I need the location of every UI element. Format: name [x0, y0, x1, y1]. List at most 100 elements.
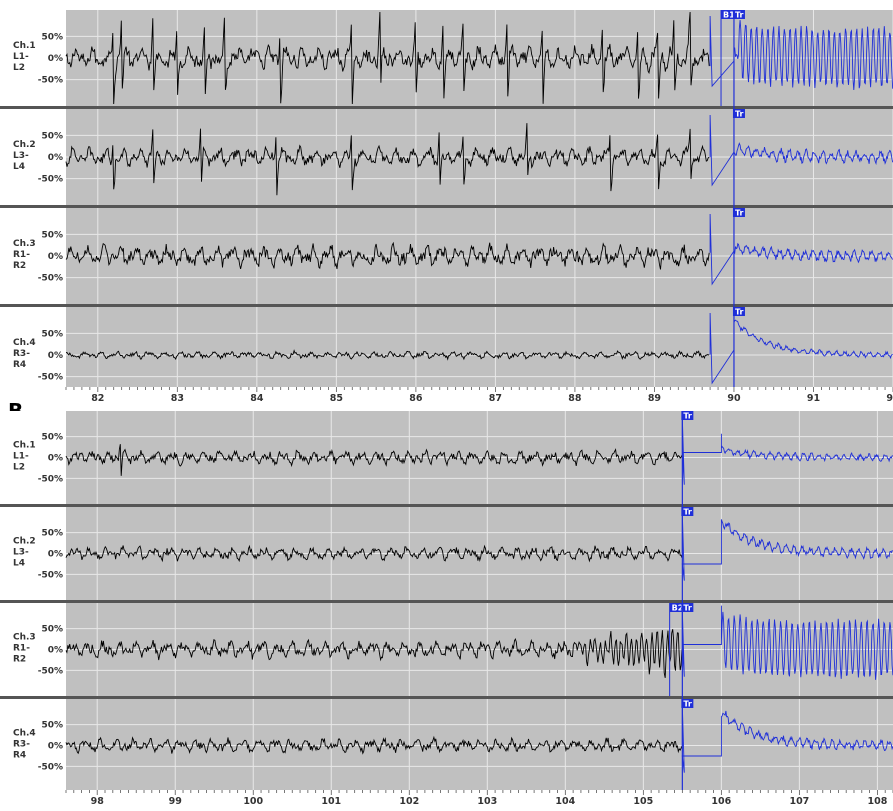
panel-b-ch2-ytick-label: -50% — [38, 570, 63, 580]
panel-a-x-tick-label: 91 — [807, 393, 820, 404]
panel-b-ch2-ytick-label: 0% — [48, 550, 63, 560]
panel-a-ch2-poststim-trace — [709, 114, 893, 187]
panel-b-ch2-ytick-label: 50% — [41, 529, 63, 539]
panel-b-ch1-poststim-trace — [681, 416, 893, 485]
panel-a-ch3-separator — [0, 205, 893, 208]
panel-b-ch4-label-line: Ch.4 — [13, 729, 36, 739]
panel-b-ch1-marker-label: Tr — [683, 412, 692, 421]
panel-a-ch2-label-line: Ch.2 — [13, 140, 36, 150]
panel-a-ch4-label-line: R3- — [13, 349, 30, 359]
panel-b-x-axis — [66, 790, 893, 807]
panel-b-x-tick-label: 98 — [91, 796, 105, 807]
panel-a-ch3-marker-label: Tr — [735, 209, 744, 218]
panel-a-ch1-label-area — [0, 10, 66, 106]
panel-a-ch1-poststim-trace — [709, 15, 893, 91]
panel-a-ch3-ytick-label: 0% — [48, 252, 63, 262]
panel-b-ch1-prestim-trace — [65, 444, 683, 476]
panel-a-x-tick-label: 85 — [330, 393, 343, 404]
panel-a-ch1-marker-label: Tr — [735, 11, 744, 20]
panel-b-x-tick-label: 100 — [243, 796, 263, 807]
panel-a-ch1-prestim-trace — [65, 11, 710, 105]
panel-a-ch1-marker-label: B1 — [723, 11, 735, 20]
panel-b-ch4-separator — [0, 696, 893, 699]
panel-b-ch1-ytick-label: -50% — [38, 474, 63, 484]
panel-a-ch2-ytick-label: 0% — [48, 153, 63, 163]
panel-a-ch4-marker-label: Tr — [735, 308, 744, 317]
panel-a-ch4-prestim-trace — [66, 349, 710, 361]
panel-b-x-tick-label: 99 — [169, 796, 182, 807]
panel-b-ch4-ytick-label: 50% — [41, 721, 63, 731]
panel-a-ch1-marker-box — [732, 10, 745, 19]
panel-a-ch4-label-line: Ch.4 — [13, 338, 36, 348]
panel-b-ch1-label-line: Ch.1 — [13, 441, 36, 451]
panel-a-ch2-prestim-trace — [65, 123, 710, 196]
panel-a-x-tick-label: 83 — [171, 393, 184, 404]
panel-b-ch3-ytick-label: 0% — [48, 646, 63, 656]
panel-a-ch3-label-line: R1- — [13, 250, 30, 260]
panel-b-ch4-marker-label: Tr — [683, 700, 692, 709]
panel-a-x-tick-label: 82 — [91, 393, 104, 404]
panel-b-ch1-label-area — [0, 411, 66, 504]
panel-b-ch2-label-line: L4 — [13, 559, 25, 569]
panel-b-ch4-ytick-label: -50% — [38, 762, 63, 772]
panel-a-ch3-label-area — [0, 208, 66, 304]
panel-b-ch4-prestim-trace — [65, 735, 683, 755]
panel-a-ch1-label-line: Ch.1 — [13, 41, 36, 51]
panel-a-ch4-ytick-label: 50% — [41, 329, 63, 339]
panel-b-x-tick-label: 101 — [321, 796, 341, 807]
panel-b-ch1-ytick-label: 0% — [48, 454, 63, 464]
panel-b-x-tick-label: 104 — [555, 796, 575, 807]
panel-b-x-tick-label: 105 — [633, 796, 653, 807]
panel-a-ch3-prestim-trace — [65, 241, 710, 270]
panel-a-ch4-separator — [0, 304, 893, 307]
panel-a-ch1-ytick-label: 0% — [48, 54, 63, 64]
panel-b-x-tick-label: 108 — [867, 796, 887, 807]
panel-a-ch2-ytick-label: 50% — [41, 131, 63, 141]
panel-b-ch3-ytick-label: 50% — [41, 625, 63, 635]
panel-a-ch1-label-line: L2 — [13, 63, 25, 73]
panel-b-ch2-separator — [0, 504, 893, 507]
panel-b-ch2-poststim-trace — [681, 512, 893, 581]
panel-b-ch3-marker-label: Tr — [683, 604, 692, 613]
panel-b-ch4-ytick-label: 0% — [48, 742, 63, 752]
panel-a-ch3-poststim-trace — [709, 213, 893, 286]
panel-b-ch3-marker-label: B2 — [672, 604, 684, 613]
panel-b-x-tick-label: 106 — [711, 796, 731, 807]
panel-a-ch4-label-line: R4 — [13, 360, 26, 370]
panel-b-ch3-label-line: Ch.3 — [13, 633, 36, 643]
panel-a-ch1-ytick-label: -50% — [38, 76, 63, 86]
panel-b-ch1-marker-box — [681, 411, 694, 420]
panel-b-ch4-label-line: R4 — [13, 751, 26, 761]
panel-a-ch4-marker-box — [732, 307, 745, 316]
panel-b-ch4-label-line: R3- — [13, 740, 30, 750]
panel-a-x-tick-label: 92 — [886, 393, 893, 404]
panel-b-ch2-label-line: Ch.2 — [13, 537, 36, 547]
panel-b-ch4-poststim-trace — [681, 704, 893, 773]
panel-a-ch4-label-area — [0, 307, 66, 403]
panel-a-ch3-ytick-label: 50% — [41, 230, 63, 240]
panel-b-ch2-marker-label: Tr — [683, 508, 692, 517]
panel-b-ch2-prestim-trace — [65, 544, 683, 563]
panel-b-ch3-separator — [0, 600, 893, 603]
panel-b-ch3-poststim-trace — [681, 605, 893, 680]
panel-b-x-tick-label: 102 — [399, 796, 419, 807]
panel-a-ch2-label-line: L4 — [13, 162, 25, 172]
panel-b-ch4-label-area — [0, 699, 66, 792]
panel-a-ch1-ytick-label: 50% — [41, 32, 63, 42]
panel-b-x-tick-label: 107 — [789, 796, 809, 807]
panel-a-ch4-ytick-label: -50% — [38, 373, 63, 383]
panel-b-ch2-label-line: L3- — [13, 548, 29, 558]
panel-b-x-tick-label: 103 — [477, 796, 497, 807]
panel-b-ch3-prestim-trace — [65, 629, 683, 678]
panel-a-ch2-marker-box — [732, 109, 745, 118]
panel-b-ch1-label-line: L1- — [13, 452, 29, 462]
panel-a-ch3-ytick-label: -50% — [38, 274, 63, 284]
panel-b-ch4-marker-box — [681, 699, 694, 708]
panel-a-x-tick-label: 90 — [727, 393, 741, 404]
panel-b-ch1-label-line: L2 — [13, 463, 25, 473]
panel-b-ch3-label-line: R1- — [13, 644, 30, 654]
panel-a-ch4-ytick-label: 0% — [48, 351, 63, 361]
panel-a-ch2-ytick-label: -50% — [38, 175, 63, 185]
panel-a-ch2-label-line: L3- — [13, 151, 29, 161]
